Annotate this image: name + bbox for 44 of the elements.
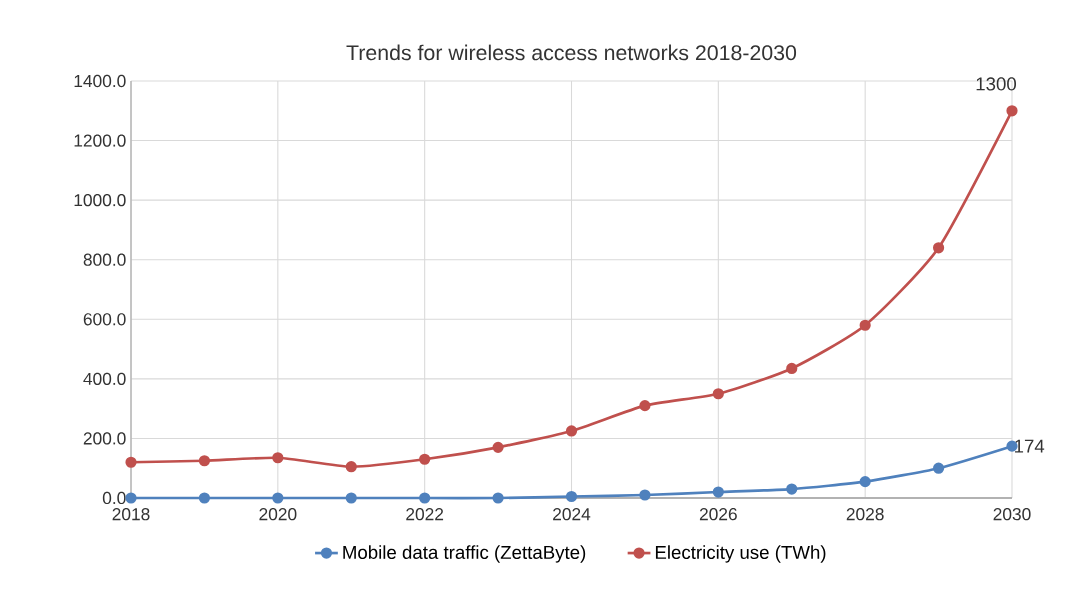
point xyxy=(272,452,284,464)
point xyxy=(125,492,137,504)
x-tick-label: 2022 xyxy=(406,508,444,521)
point xyxy=(345,492,357,504)
y-tick-label: 0.0 xyxy=(102,491,126,505)
point xyxy=(345,461,357,473)
point xyxy=(272,492,284,504)
y-tick-label: 1400.0 xyxy=(74,74,126,88)
point xyxy=(198,455,211,467)
point xyxy=(419,453,431,465)
point xyxy=(565,490,578,503)
point xyxy=(712,388,724,400)
point xyxy=(639,400,651,412)
point xyxy=(1006,105,1018,117)
x-tick-label: 2018 xyxy=(112,508,150,521)
point xyxy=(565,425,578,437)
point xyxy=(125,456,137,468)
point xyxy=(419,492,431,504)
point xyxy=(786,483,798,495)
point xyxy=(639,489,651,501)
y-tick-label: 1000.0 xyxy=(74,193,126,207)
chart-title: Trends for wireless access networks 2018-2030 xyxy=(346,44,797,61)
point xyxy=(859,319,871,331)
x-tick-label: 2030 xyxy=(993,508,1031,521)
point xyxy=(492,441,504,453)
annotation: 1300 xyxy=(976,77,1017,91)
x-tick-label: 2026 xyxy=(699,508,737,521)
x-tick-label: 2020 xyxy=(259,508,297,521)
y-tick-label: 400.0 xyxy=(83,372,126,385)
point xyxy=(712,486,724,498)
point xyxy=(859,476,871,488)
point xyxy=(932,462,945,474)
point xyxy=(198,492,211,504)
point xyxy=(492,492,504,504)
y-tick-label: 800.0 xyxy=(83,253,126,266)
y-tick-label: 200.0 xyxy=(83,432,126,445)
legend-label: Electricity use (TWh) xyxy=(655,545,826,563)
y-tick-label: 600.0 xyxy=(83,313,126,326)
point xyxy=(786,362,798,375)
y-tick-label: 1200.0 xyxy=(74,134,126,147)
point xyxy=(932,242,945,254)
x-tick-label: 2024 xyxy=(553,508,591,521)
x-tick-label: 2028 xyxy=(846,508,884,521)
legend-label: Mobile data traffic (ZettaByte) xyxy=(343,545,586,563)
